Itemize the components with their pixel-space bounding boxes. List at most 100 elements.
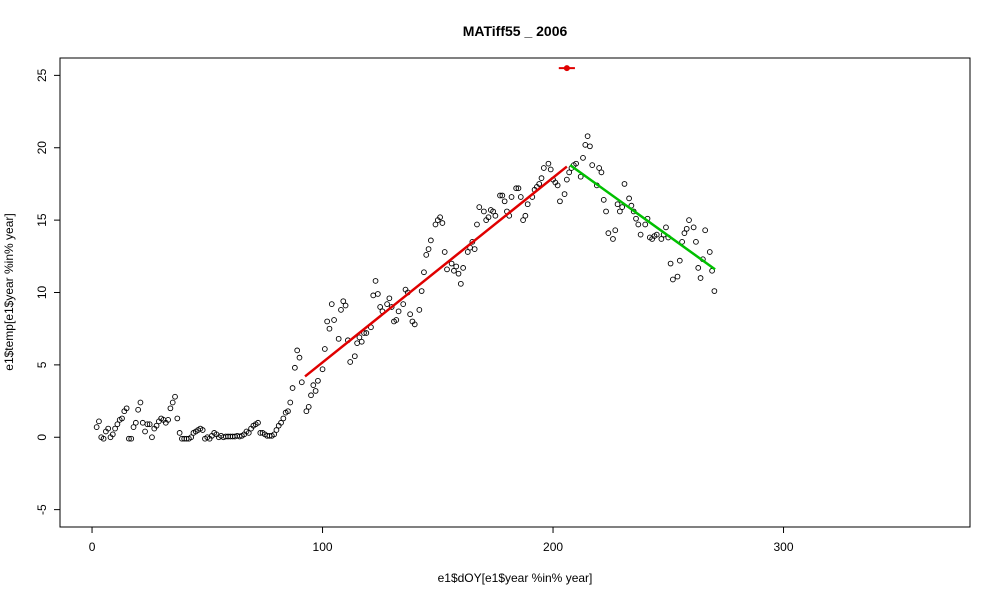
point bbox=[517, 194, 524, 200]
point bbox=[308, 392, 314, 399]
point bbox=[536, 181, 543, 187]
point bbox=[600, 197, 607, 203]
point bbox=[524, 201, 531, 208]
point bbox=[448, 260, 455, 267]
point bbox=[596, 165, 602, 171]
point bbox=[100, 435, 107, 442]
point bbox=[455, 270, 462, 277]
point bbox=[577, 173, 584, 180]
point bbox=[372, 278, 379, 284]
point bbox=[460, 265, 466, 271]
point bbox=[375, 291, 381, 297]
point bbox=[464, 249, 471, 255]
y-tick-label: 20 bbox=[35, 141, 49, 155]
point bbox=[589, 162, 596, 168]
y-tick-label: 15 bbox=[35, 213, 49, 227]
point bbox=[476, 204, 483, 210]
point bbox=[513, 185, 520, 192]
point bbox=[515, 185, 522, 192]
point bbox=[96, 418, 102, 425]
point bbox=[363, 330, 370, 336]
point bbox=[538, 175, 545, 181]
point bbox=[670, 276, 676, 283]
point bbox=[540, 165, 547, 171]
point bbox=[711, 288, 718, 294]
point bbox=[142, 428, 148, 435]
point bbox=[384, 301, 390, 307]
point bbox=[393, 317, 400, 323]
point bbox=[356, 334, 363, 341]
point bbox=[690, 224, 697, 231]
point bbox=[278, 419, 284, 426]
point bbox=[146, 421, 153, 428]
point bbox=[557, 198, 563, 205]
point bbox=[499, 192, 506, 199]
point bbox=[421, 269, 427, 276]
x-tick-label: 200 bbox=[543, 540, 563, 554]
point bbox=[137, 399, 144, 406]
point bbox=[686, 217, 692, 223]
y-tick-label: 25 bbox=[35, 68, 49, 82]
point bbox=[395, 308, 402, 315]
point bbox=[342, 302, 349, 309]
x-tick-label: 0 bbox=[89, 540, 96, 554]
point bbox=[255, 419, 261, 426]
point bbox=[508, 194, 515, 200]
point bbox=[425, 246, 432, 252]
point bbox=[331, 317, 337, 323]
point bbox=[167, 405, 174, 412]
marker-point bbox=[563, 65, 570, 72]
y-tick-label: 10 bbox=[35, 286, 49, 300]
point bbox=[285, 408, 291, 415]
point bbox=[573, 160, 579, 167]
point bbox=[584, 133, 591, 140]
point bbox=[706, 249, 713, 255]
point bbox=[126, 435, 132, 442]
point bbox=[564, 176, 570, 183]
point bbox=[271, 431, 277, 438]
point bbox=[667, 260, 674, 267]
point bbox=[326, 325, 333, 332]
point bbox=[614, 201, 621, 208]
y-axis-label: e1$temp[e1$year %in% year] bbox=[2, 213, 16, 370]
point bbox=[471, 246, 478, 252]
point bbox=[474, 221, 480, 228]
y-tick-label: 5 bbox=[35, 361, 49, 368]
point bbox=[296, 354, 303, 361]
point bbox=[335, 335, 342, 342]
point bbox=[338, 307, 344, 313]
point bbox=[485, 214, 492, 221]
point bbox=[587, 143, 593, 150]
point bbox=[358, 338, 365, 345]
x-tick-label: 100 bbox=[313, 540, 333, 554]
point bbox=[492, 212, 499, 219]
y-tick-label: 0 bbox=[35, 434, 49, 441]
point bbox=[663, 224, 669, 231]
point bbox=[621, 181, 628, 187]
point bbox=[149, 434, 155, 441]
point bbox=[347, 359, 354, 365]
fit-line bbox=[569, 164, 716, 271]
point bbox=[130, 424, 137, 430]
point bbox=[324, 318, 330, 325]
point bbox=[377, 304, 384, 310]
point bbox=[289, 385, 296, 391]
point bbox=[93, 424, 100, 430]
point bbox=[386, 295, 393, 302]
point bbox=[280, 415, 287, 422]
point bbox=[617, 208, 623, 215]
point bbox=[105, 425, 112, 432]
point bbox=[566, 169, 573, 176]
point bbox=[580, 155, 586, 161]
point bbox=[619, 204, 626, 210]
point bbox=[388, 304, 395, 310]
point bbox=[416, 307, 423, 313]
point bbox=[351, 353, 358, 360]
point bbox=[453, 263, 460, 270]
point bbox=[497, 192, 503, 199]
point bbox=[319, 366, 326, 373]
point bbox=[172, 393, 178, 400]
point bbox=[236, 433, 243, 440]
